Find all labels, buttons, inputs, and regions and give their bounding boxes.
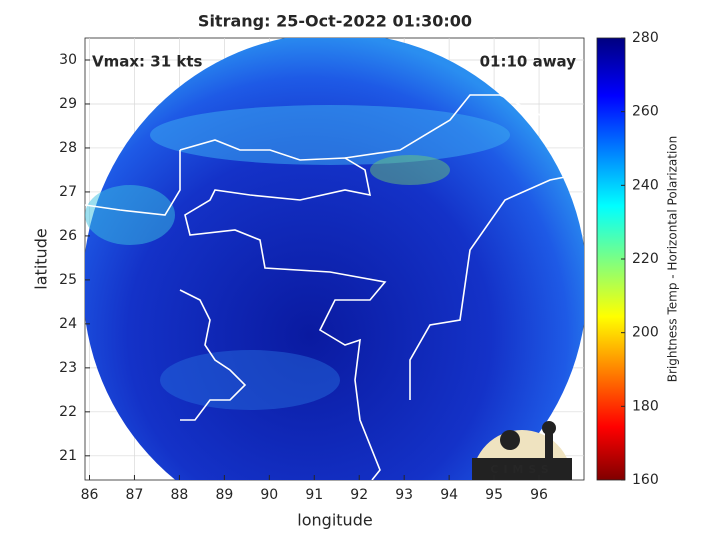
y-tick-label: 22 — [59, 404, 77, 420]
colorbar — [596, 37, 626, 481]
colorbar-tick-label: 280 — [632, 30, 659, 46]
y-tick-label: 24 — [59, 316, 77, 332]
colorbar-label: Brightness Temp - Horizontal Polarizatio… — [666, 136, 680, 383]
y-tick-label: 21 — [59, 448, 77, 464]
x-tick-label: 87 — [126, 487, 144, 503]
title: Sitrang: 25-Oct-2022 01:30:00 — [198, 12, 472, 31]
x-tick-label: 86 — [81, 487, 99, 503]
colorbar-tick-label: 260 — [632, 104, 659, 120]
annotation: Vmax: 31 kts — [92, 53, 202, 71]
x-tick-label: 96 — [530, 487, 548, 503]
y-tick-label: 28 — [59, 140, 77, 156]
colorbar-tick-label: 240 — [632, 177, 659, 193]
x-axis-label: longitude — [297, 511, 372, 530]
logo-text: CIMSS — [490, 463, 553, 476]
y-tick-label: 30 — [59, 52, 77, 68]
y-tick-label: 29 — [59, 96, 77, 112]
x-tick-label: 89 — [215, 487, 233, 503]
annotation: 01:10 away — [480, 53, 577, 71]
x-tick-label: 93 — [395, 487, 413, 503]
swath — [85, 38, 584, 480]
x-tick-label: 90 — [260, 487, 278, 503]
x-tick-label: 92 — [350, 487, 368, 503]
y-axis-label: latitude — [32, 228, 51, 289]
x-tick-label: 94 — [440, 487, 458, 503]
y-tick-label: 27 — [59, 184, 77, 200]
x-tick-label: 91 — [305, 487, 323, 503]
colorbar-tick-label: 200 — [632, 325, 659, 341]
y-tick-label: 23 — [59, 360, 77, 376]
y-tick-label: 25 — [59, 272, 77, 288]
y-tick-label: 26 — [59, 228, 77, 244]
logo: CIMSS — [472, 421, 572, 480]
colorbar-tick-label: 220 — [632, 251, 659, 267]
x-tick-label: 95 — [485, 487, 503, 503]
x-tick-label: 88 — [170, 487, 188, 503]
colorbar-tick-label: 160 — [632, 472, 659, 488]
colorbar-tick-label: 180 — [632, 398, 659, 414]
